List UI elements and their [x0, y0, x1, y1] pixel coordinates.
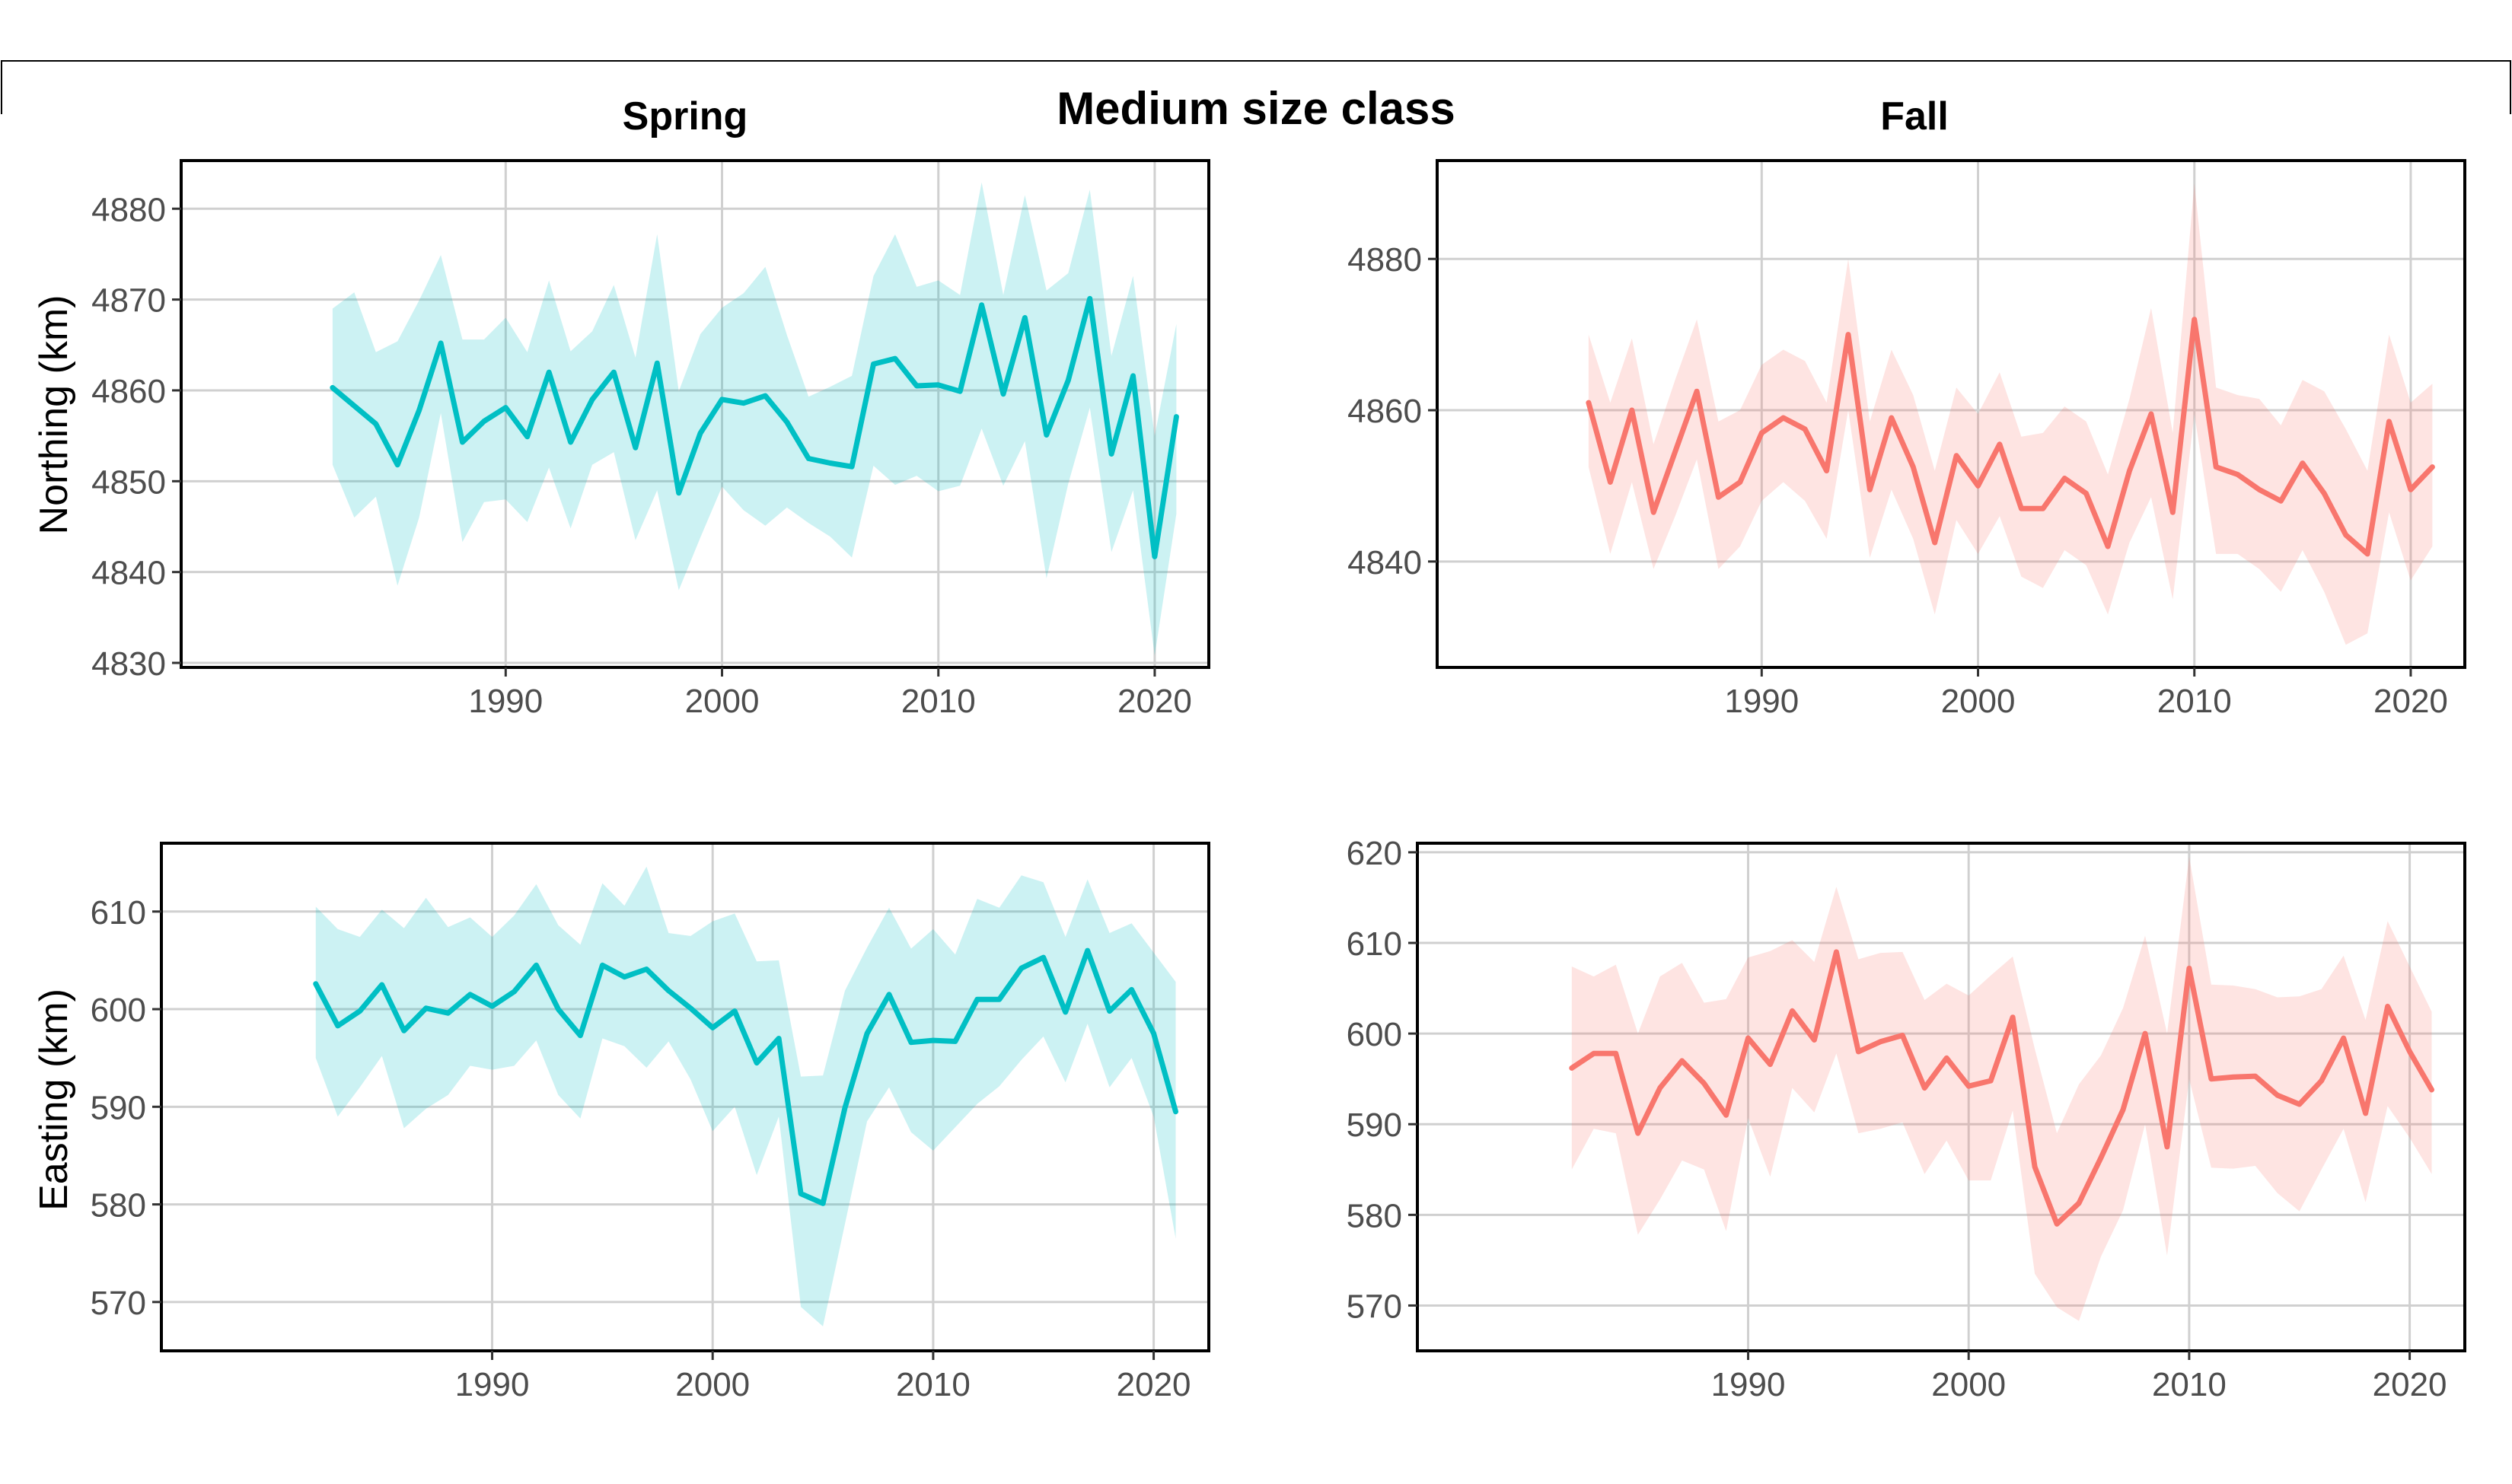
column-title-spring: Spring [623, 94, 748, 139]
panel-spring-easting: 570 580 590 600 610 1990 2000 2010 2020 [91, 842, 1210, 1403]
y-tick-label: 4830 [91, 645, 166, 683]
panel-frame [180, 159, 1210, 669]
figure-title: Medium size class [1057, 83, 1455, 134]
title-bracket [1, 60, 2511, 114]
x-tick-label: 2020 [1117, 683, 1192, 720]
x-tick-label: 2020 [1117, 1366, 1191, 1403]
y-tick-label: 4880 [91, 191, 166, 228]
panel-frame [1436, 159, 2466, 669]
x-tick-label: 2010 [896, 1366, 971, 1403]
y-tick-label: 4870 [91, 282, 166, 320]
y-tick-label: 590 [91, 1089, 146, 1126]
y-tick-label: 4860 [1347, 393, 1422, 430]
panel-frame [1416, 842, 2466, 1352]
series-line [313, 947, 1178, 1206]
x-tick-label: 1990 [455, 1366, 530, 1403]
x-tick-label: 2020 [2373, 1366, 2447, 1403]
panel-frame [160, 842, 1210, 1352]
panel-spring-northing: 4830 4840 4850 4860 4870 4880 1990 2000 2010 2020 [91, 159, 1210, 720]
x-tick-label: 2000 [685, 683, 760, 720]
y-tick-label: 570 [91, 1285, 146, 1322]
x-tick-label: 2020 [2373, 683, 2448, 720]
y-tick-label: 570 [1347, 1288, 1402, 1325]
column-title-fall: Fall [1880, 94, 1949, 139]
confidence-band [1571, 856, 2432, 1321]
confidence-band [332, 182, 1177, 656]
panel-fall-northing: 4840 4860 4880 1990 2000 2010 2020 [1347, 159, 2466, 720]
series-line [1586, 317, 2435, 557]
confidence-band [315, 866, 1176, 1326]
y-tick-label: 600 [1347, 1016, 1402, 1053]
y-tick-label: 4840 [91, 555, 166, 592]
x-tick-label: 2000 [1931, 1366, 2006, 1403]
y-tick-label: 580 [1347, 1197, 1402, 1234]
y-tick-label: 600 [91, 992, 146, 1029]
y-tick-label: 4860 [91, 373, 166, 410]
x-tick-label: 1990 [468, 683, 543, 720]
x-tick-label: 2010 [2157, 683, 2232, 720]
y-tick-label: 620 [1347, 835, 1402, 872]
x-tick-label: 2000 [1941, 683, 2016, 720]
panel-fall-easting: 570 580 590 600 610 620 1990 2000 2010 2020 [1347, 835, 2466, 1403]
y-tick-label: 610 [91, 894, 146, 931]
row-label-northing: Northing (km) [32, 295, 76, 535]
series-line [330, 295, 1179, 559]
x-tick-label: 1990 [1711, 1366, 1786, 1403]
series-line [1569, 949, 2434, 1227]
y-tick-label: 580 [91, 1187, 146, 1224]
x-tick-label: 2000 [675, 1366, 750, 1403]
y-tick-label: 4840 [1347, 544, 1422, 581]
y-tick-label: 610 [1347, 925, 1402, 963]
row-label-easting: Easting (km) [32, 989, 76, 1211]
y-tick-label: 4880 [1347, 241, 1422, 279]
x-tick-label: 1990 [1724, 683, 1799, 720]
x-tick-label: 2010 [2152, 1366, 2227, 1403]
confidence-band [1588, 183, 2433, 645]
x-tick-label: 2010 [901, 683, 976, 720]
y-tick-label: 590 [1347, 1107, 1402, 1144]
y-tick-label: 4850 [91, 463, 166, 501]
